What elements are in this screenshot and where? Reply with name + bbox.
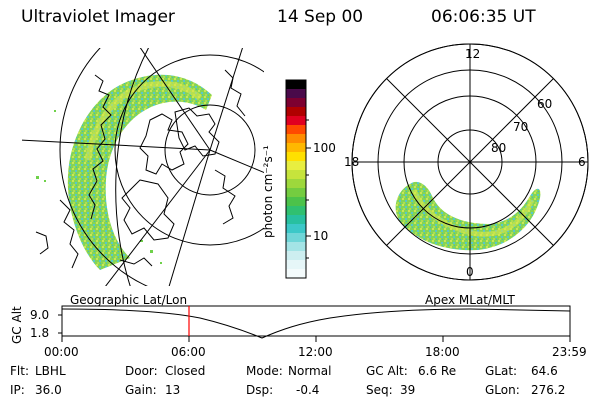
mlt-label-top: 12 xyxy=(465,47,481,61)
info-ip-value: 36.0 xyxy=(35,383,62,397)
info-gain-value: 13 xyxy=(165,383,181,397)
aurora-oval-polar xyxy=(395,181,541,251)
timeline-right-label: Apex MLat/MLT xyxy=(425,293,515,307)
info-gcalt-value: 6.6 Re xyxy=(418,364,457,378)
info-ip-key: IP: xyxy=(10,383,25,397)
colorbar-unit-label: photon cm⁻²s⁻¹ xyxy=(261,145,275,238)
mlt-label-right: 6 xyxy=(578,155,586,169)
timeline-ytick-low: 1.8 xyxy=(30,326,50,340)
info-gain-key: Gain: xyxy=(125,383,157,397)
mlat-label-80: 80 xyxy=(491,141,507,155)
timeline-axis-title: GC Alt xyxy=(10,306,24,344)
info-dsp-value: -0.4 xyxy=(296,383,320,397)
time-label: 06:06:35 UT xyxy=(431,7,536,27)
mlt-label-bottom: 0 xyxy=(466,265,474,279)
info-door-key: Door: xyxy=(125,364,158,378)
mlt-label-left: 18 xyxy=(344,155,360,169)
colorbar xyxy=(285,79,311,279)
info-seq-key: Seq: xyxy=(366,383,393,397)
info-gcalt-key: GC Alt: xyxy=(366,364,408,378)
info-glon-key: GLon: xyxy=(485,383,520,397)
polar-plot xyxy=(351,43,589,281)
info-flt-key: Flt: xyxy=(10,364,29,378)
mlat-label-70: 70 xyxy=(513,120,529,134)
gc-altitude-curve xyxy=(61,308,571,339)
timeline-xtick: 18:00 xyxy=(425,345,460,359)
info-mode-key: Mode: xyxy=(246,364,283,378)
date-label: 14 Sep 00 xyxy=(277,7,364,27)
colorbar-tick-100: 100 xyxy=(313,141,336,155)
info-door-value: Closed xyxy=(165,364,206,378)
info-glat-value: 64.6 xyxy=(531,364,558,378)
timeline-xtick: 00:00 xyxy=(44,345,79,359)
timeline-panel xyxy=(58,305,571,342)
info-seq-value: 39 xyxy=(400,383,416,397)
timeline-xtick: 23:59 xyxy=(552,345,587,359)
info-glat-key: GLat: xyxy=(485,364,518,378)
timeline-left-label: Geographic Lat/Lon xyxy=(70,293,188,307)
timeline-xtick: 06:00 xyxy=(171,345,206,359)
info-flt-value: LBHL xyxy=(35,364,66,378)
timeline-ytick-high: 9.0 xyxy=(30,308,50,322)
instrument-title: Ultraviolet Imager xyxy=(21,7,175,27)
colorbar-tick-10: 10 xyxy=(313,229,329,243)
mlat-label-60: 60 xyxy=(537,97,553,111)
aurora-oval-geographic xyxy=(67,74,212,270)
info-glon-value: 276.2 xyxy=(531,383,566,397)
geographic-map xyxy=(22,48,264,286)
info-dsp-key: Dsp: xyxy=(246,383,274,397)
info-mode-value: Normal xyxy=(288,364,332,378)
timeline-xtick: 12:00 xyxy=(298,345,333,359)
